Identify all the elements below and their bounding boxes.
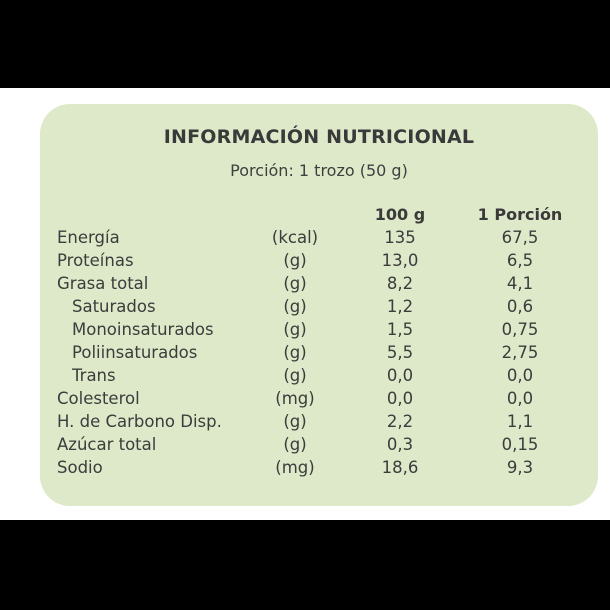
- serving-size: Porción: 1 trozo (50 g): [230, 161, 408, 180]
- nutrient-row: Saturados (g) 1,2 0,6: [40, 297, 598, 320]
- nutrient-row: Trans (g) 0,0 0,0: [40, 366, 598, 389]
- value-100g: 13,0: [381, 251, 419, 270]
- value-portion: 67,5: [501, 228, 539, 247]
- value-100g: 0,3: [386, 435, 414, 454]
- nutrient-row: Energía (kcal) 135 67,5: [40, 228, 598, 251]
- nutrient-label: H. de Carbono Disp.: [57, 412, 222, 431]
- value-portion: 9,3: [506, 458, 534, 477]
- nutrition-title: INFORMACIÓN NUTRICIONAL: [163, 126, 475, 148]
- value-portion: 1,1: [506, 412, 534, 431]
- value-100g: 5,5: [386, 343, 414, 362]
- value-portion: 0,0: [506, 366, 534, 385]
- nutrient-label: Azúcar total: [57, 435, 157, 454]
- value-portion: 0,6: [506, 297, 534, 316]
- value-portion: 2,75: [501, 343, 539, 362]
- value-100g: 135: [384, 228, 416, 247]
- value-portion: 4,1: [506, 274, 534, 293]
- nutrient-unit: (g): [283, 320, 307, 339]
- value-100g: 8,2: [386, 274, 414, 293]
- value-portion: 0,0: [506, 389, 534, 408]
- nutrient-unit: (g): [283, 343, 307, 362]
- column-header-100g: 100 g: [374, 205, 426, 224]
- nutrient-label: Energía: [57, 228, 120, 247]
- nutrient-label: Colesterol: [57, 389, 140, 408]
- column-header-portion: 1 Porción: [477, 205, 563, 224]
- nutrient-row: H. de Carbono Disp. (g) 2,2 1,1: [40, 412, 598, 435]
- value-100g: 1,2: [386, 297, 414, 316]
- nutrient-label: Monoinsaturados: [72, 320, 214, 339]
- nutrient-unit: (kcal): [271, 228, 319, 247]
- nutrient-unit: (g): [283, 251, 307, 270]
- nutrient-label: Saturados: [72, 297, 156, 316]
- nutrient-unit: (g): [283, 435, 307, 454]
- nutrient-label: Grasa total: [57, 274, 149, 293]
- nutrient-unit: (g): [283, 412, 307, 431]
- nutrient-row: Poliinsaturados (g) 5,5 2,75: [40, 343, 598, 366]
- nutrition-facts-card: INFORMACIÓN NUTRICIONAL Porción: 1 trozo…: [40, 104, 598, 506]
- value-100g: 0,0: [386, 389, 414, 408]
- nutrient-row: Proteínas (g) 13,0 6,5: [40, 251, 598, 274]
- value-portion: 6,5: [506, 251, 534, 270]
- value-100g: 18,6: [381, 458, 419, 477]
- value-100g: 2,2: [386, 412, 414, 431]
- value-portion: 0,15: [501, 435, 539, 454]
- nutrient-row: Colesterol (mg) 0,0 0,0: [40, 389, 598, 412]
- nutrient-row: Sodio (mg) 18,6 9,3: [40, 458, 598, 481]
- nutrient-row: Azúcar total (g) 0,3 0,15: [40, 435, 598, 458]
- nutrient-row: Grasa total (g) 8,2 4,1: [40, 274, 598, 297]
- nutrient-unit: (g): [283, 297, 307, 316]
- nutrient-label: Trans: [72, 366, 116, 385]
- nutrient-label: Sodio: [57, 458, 103, 477]
- nutrient-label: Proteínas: [57, 251, 134, 270]
- value-100g: 1,5: [386, 320, 414, 339]
- nutrient-row: Monoinsaturados (g) 1,5 0,75: [40, 320, 598, 343]
- nutrient-unit: (mg): [275, 458, 315, 477]
- value-portion: 0,75: [501, 320, 539, 339]
- nutrient-label: Poliinsaturados: [72, 343, 198, 362]
- nutrient-unit: (g): [283, 366, 307, 385]
- value-100g: 0,0: [386, 366, 414, 385]
- nutrient-unit: (g): [283, 274, 307, 293]
- nutrient-unit: (mg): [275, 389, 315, 408]
